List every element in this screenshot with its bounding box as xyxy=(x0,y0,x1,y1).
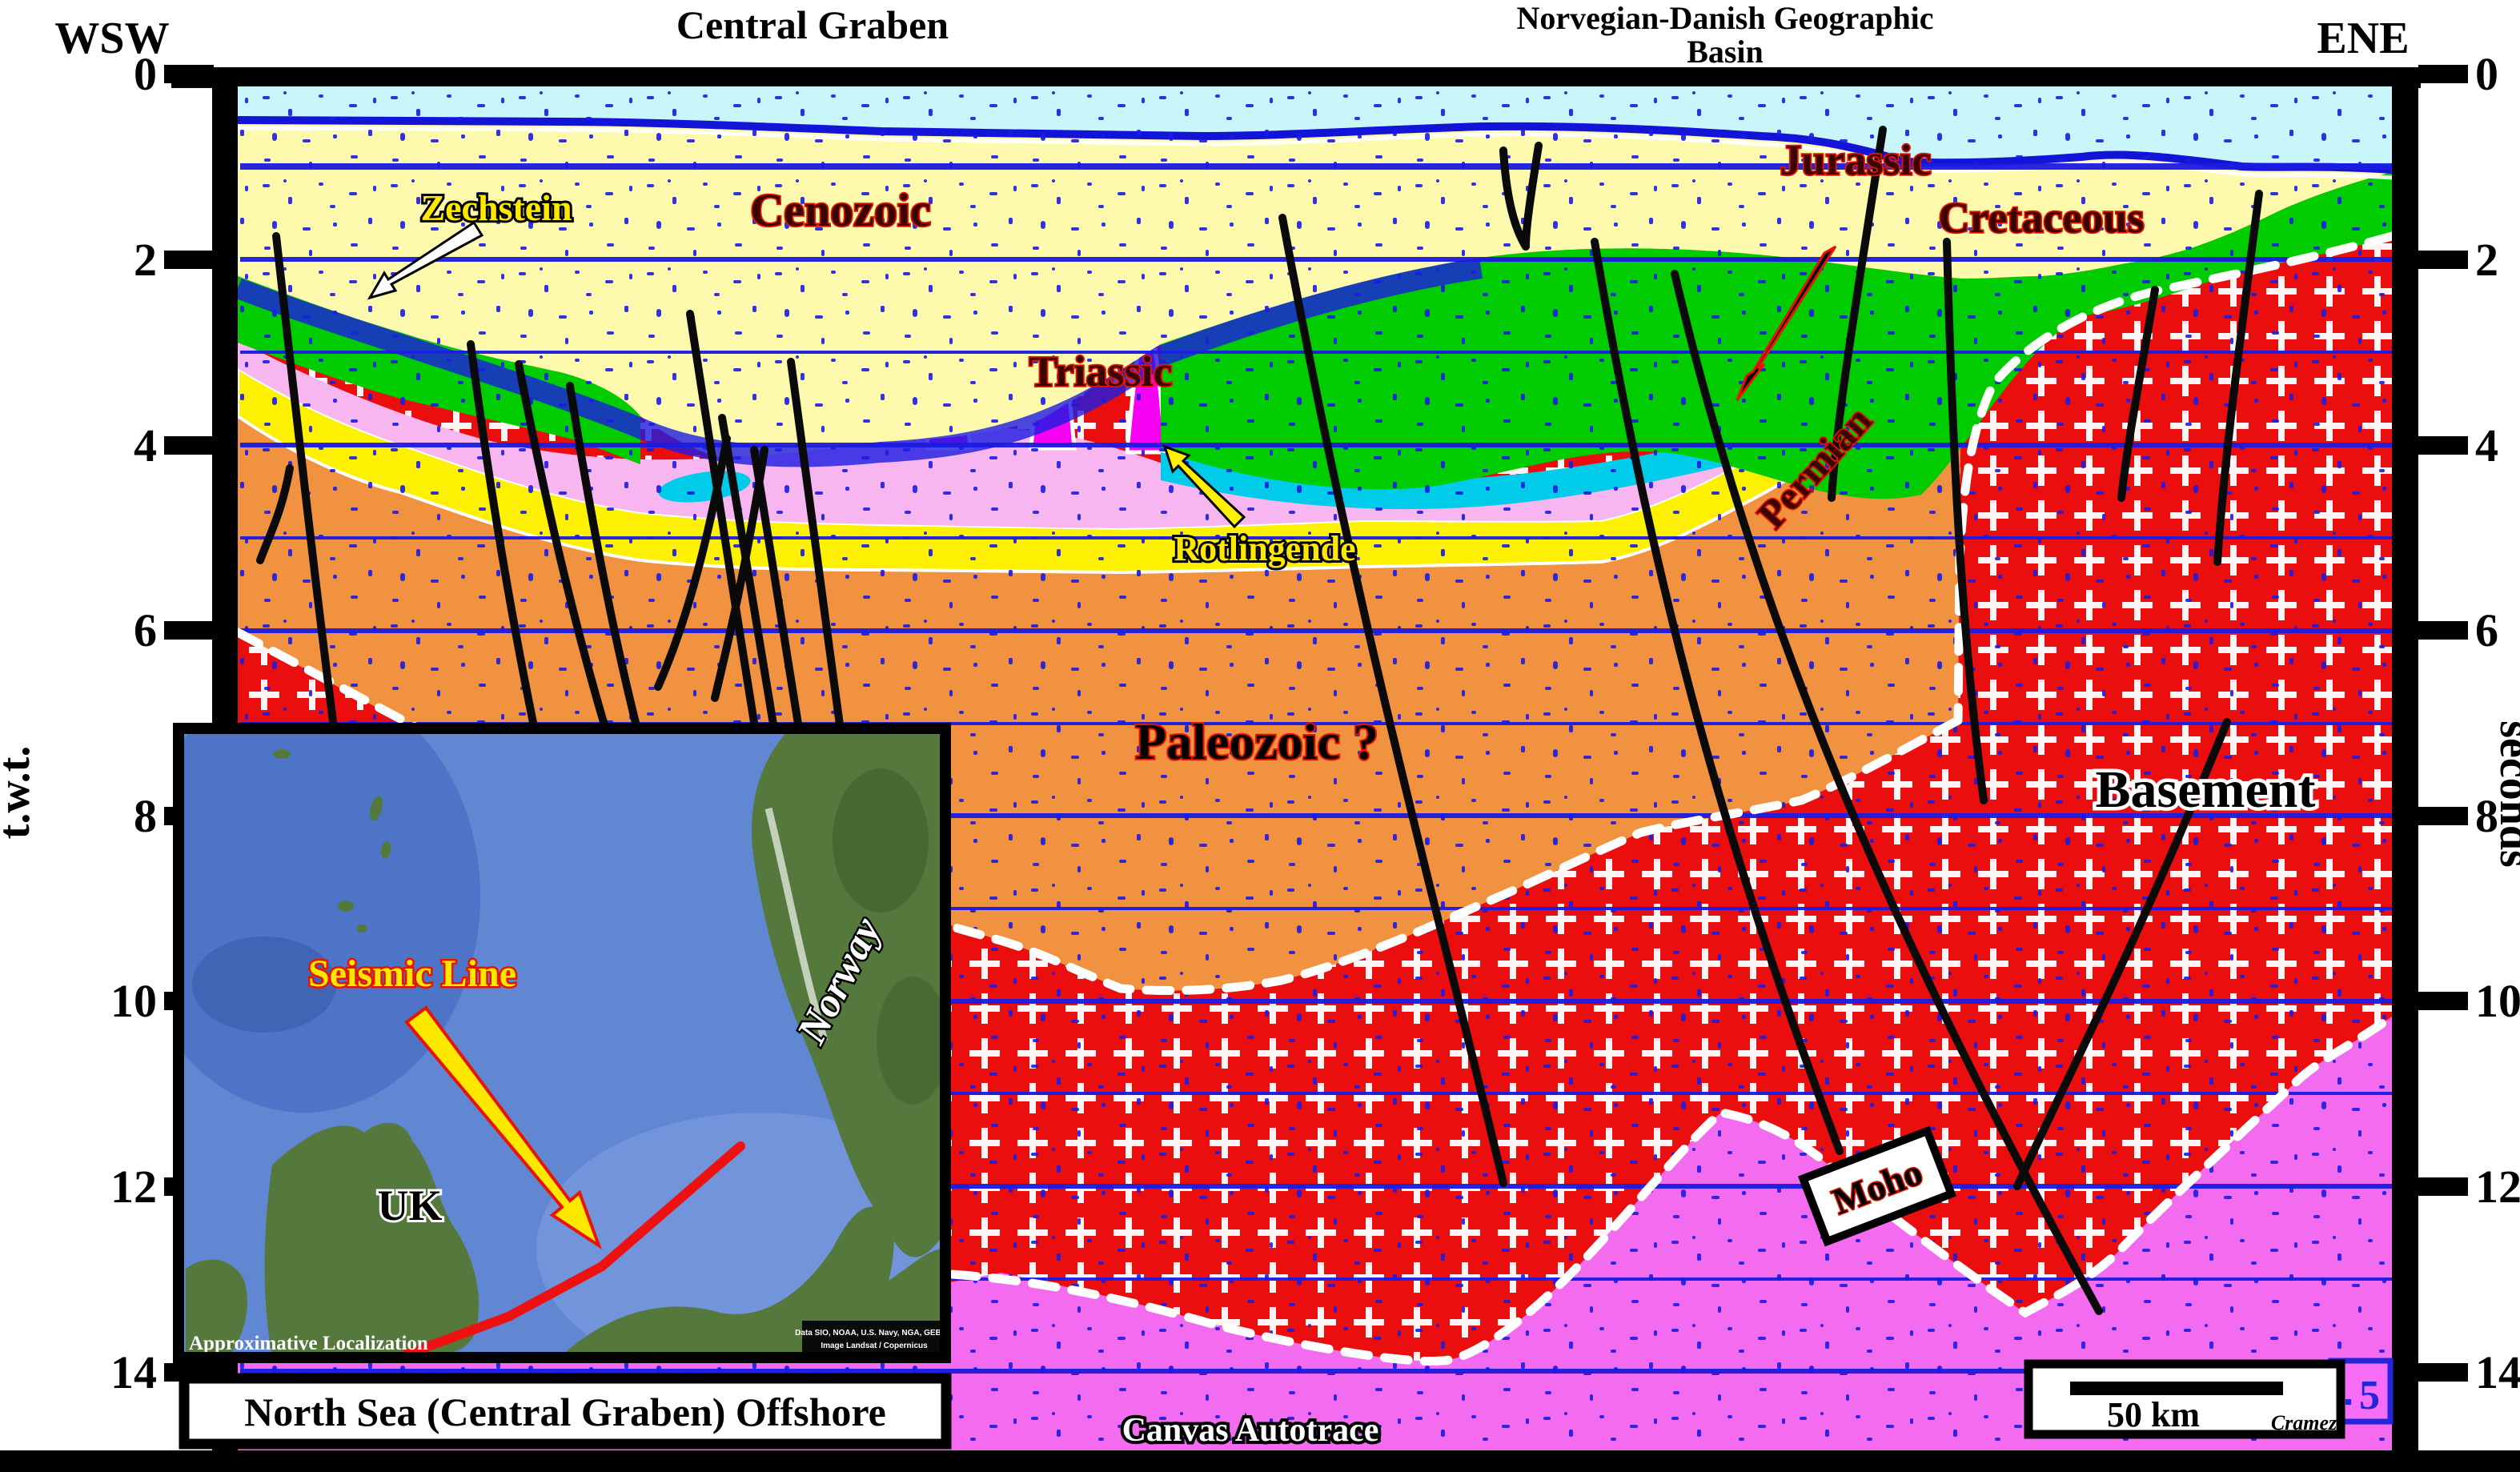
right-axis-title: seconds xyxy=(2490,720,2520,868)
scale-bar-box: 50 km Cramez xyxy=(2024,1359,2345,1439)
cretaceous-label: Cretaceous xyxy=(1939,194,2145,242)
scale-bar xyxy=(2070,1382,2283,1395)
left-tick-14: 14 xyxy=(110,1346,157,1398)
right-axis-ticks xyxy=(2418,65,2468,1382)
map-zealand-island xyxy=(877,1302,919,1326)
map-uk-land xyxy=(264,1122,480,1356)
left-tick-10: 10 xyxy=(110,975,157,1027)
map-ireland-land xyxy=(186,1259,247,1356)
map-norway-snow xyxy=(764,807,829,1042)
right-tick-4: 4 xyxy=(2475,419,2498,471)
cenozoic-label: Cenozoic xyxy=(750,184,931,236)
map-content: Data SIO, NOAA, U.S. Navy, NGA, GEBCO Im… xyxy=(180,730,953,1356)
rotlingende-label: Rotlingende xyxy=(1174,529,1355,568)
left-tick-4: 4 xyxy=(134,419,157,471)
map-attribution-box xyxy=(802,1321,944,1356)
nd-basin-title-line1: Norvegian-Danish Geographic xyxy=(1516,0,1933,36)
bottom-bar xyxy=(0,1450,2520,1472)
left-tick-2: 2 xyxy=(134,234,157,286)
map-seismic-line xyxy=(402,1141,745,1356)
section-title-box: North Sea (Central Graben) Offshore xyxy=(179,1373,952,1450)
triassic-label: Triassic xyxy=(1029,347,1173,395)
credit-label: Cramez xyxy=(2271,1411,2337,1434)
left-axis-title: t.w.t. xyxy=(0,746,39,840)
left-tick-12: 12 xyxy=(110,1161,157,1213)
map-attribution-line2: Image Landsat / Copernicus xyxy=(821,1342,928,1350)
right-tick-12: 12 xyxy=(2475,1161,2520,1213)
map-norway-forest2 xyxy=(877,977,944,1105)
map-norway-forest xyxy=(833,768,929,912)
inset-map: Data SIO, NOAA, U.S. Navy, NGA, GEBCO Im… xyxy=(173,723,953,1363)
unit-labels: Zechstein Cenozoic Jurassic Cretaceous T… xyxy=(367,134,2319,1452)
moho-boundary xyxy=(948,1012,2392,1366)
basement-top-right-boundary xyxy=(1953,231,2392,725)
right-tick-10: 10 xyxy=(2475,975,2520,1027)
left-tick-6: 6 xyxy=(134,604,157,656)
right-tick-0: 0 xyxy=(2475,48,2498,100)
map-attribution-line1: Data SIO, NOAA, U.S. Navy, NGA, GEBCO xyxy=(795,1329,953,1338)
nd-basin-title-line2: Basin xyxy=(1687,34,1764,70)
zechstein-arrow xyxy=(367,220,484,300)
scale-label: 50 km xyxy=(2107,1395,2200,1434)
footer: 5 50 km Cramez North Sea (Central Graben… xyxy=(0,1358,2520,1472)
right-tick-8: 8 xyxy=(2475,790,2498,842)
right-tick-6: 6 xyxy=(2475,604,2498,656)
paleozoic-basement-boundary xyxy=(948,716,1963,996)
uk-label: UK xyxy=(378,1181,443,1229)
left-tick-8: 8 xyxy=(134,790,157,842)
seismic-line-label: Seismic Line xyxy=(308,953,516,995)
map-islands xyxy=(273,749,391,933)
left-tick-0: 0 xyxy=(134,48,157,100)
map-seismic-arrow xyxy=(404,1005,602,1249)
map-border xyxy=(173,723,951,1363)
slide-number-dot xyxy=(2345,1399,2351,1405)
direction-ene: ENE xyxy=(2317,14,2409,63)
moho-label-box: Moho xyxy=(1798,1125,1956,1247)
map-deep-patch xyxy=(192,937,336,1033)
header: WSW Central Graben Norvegian-Danish Geog… xyxy=(54,0,2409,70)
approximative-localization-label: Approximative Localization xyxy=(189,1333,428,1354)
slide-number: 5 xyxy=(2359,1373,2380,1418)
jurassic-label: Jurassic xyxy=(1780,136,1932,184)
canvas-autotrace-label: Canvas Autotrace xyxy=(1122,1412,1379,1449)
map-europe-land xyxy=(561,1206,944,1356)
basement-label: Basement xyxy=(2096,760,2316,819)
paleozoic-label: Paleozoic ? xyxy=(1135,713,1378,770)
section-title: North Sea (Central Graben) Offshore xyxy=(244,1390,886,1434)
rotlingende-arrow xyxy=(1162,444,1246,529)
direction-wsw: WSW xyxy=(54,14,169,63)
zechstein-label: Zechstein xyxy=(420,187,572,228)
jurassic-arrow xyxy=(1736,245,1837,401)
right-tick-2: 2 xyxy=(2475,234,2498,286)
right-tick-14: 14 xyxy=(2475,1346,2520,1398)
central-graben-title: Central Graben xyxy=(676,2,949,47)
